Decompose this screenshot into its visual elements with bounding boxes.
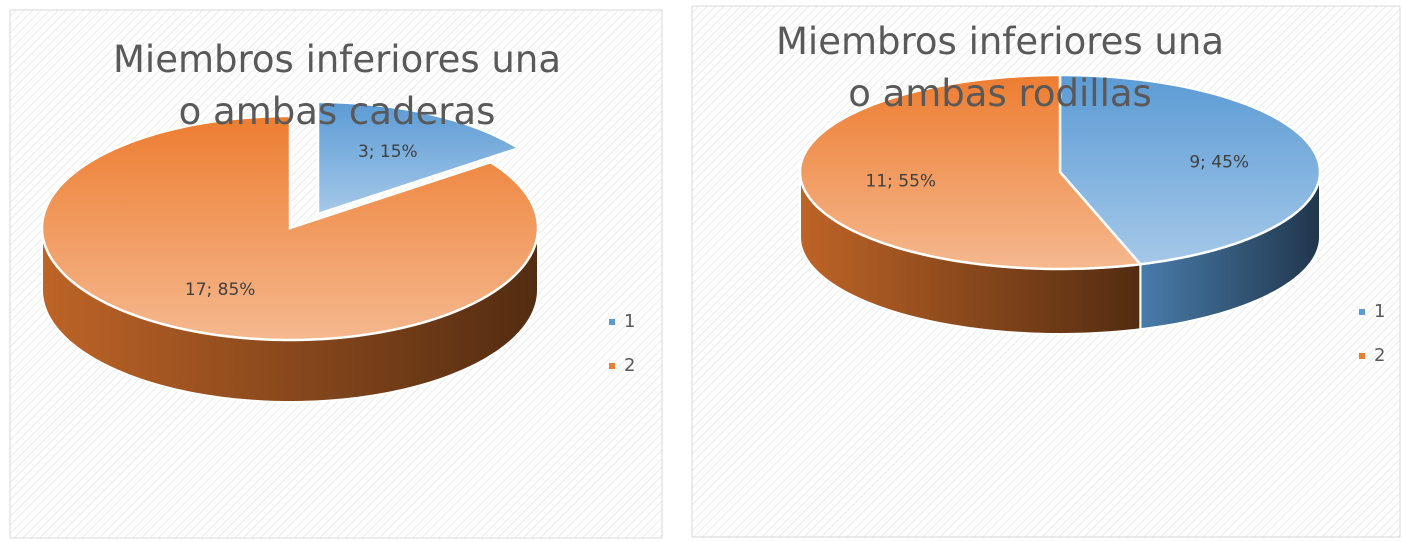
legend-marker <box>609 319 615 325</box>
data-label: 11; 55% <box>866 171 937 191</box>
pie-slice <box>316 100 522 216</box>
data-label: 3; 15% <box>358 142 418 162</box>
chart-title: Miembros inferiores una o ambas caderas <box>113 38 561 133</box>
pie-slice <box>798 73 1143 271</box>
data-label: 9; 45% <box>1189 153 1249 173</box>
data-label: 17; 85% <box>185 280 256 300</box>
chart-title: Miembros inferiores una o ambas rodillas <box>776 20 1224 115</box>
legend-label: 2 <box>1374 345 1385 366</box>
legend-label: 2 <box>624 355 635 376</box>
pie-slice <box>1058 73 1322 266</box>
legend-marker <box>609 363 615 369</box>
legend-marker <box>1359 353 1365 359</box>
legend-label: 1 <box>1374 301 1385 322</box>
pie-slice <box>40 114 540 342</box>
legend-label: 1 <box>624 311 635 332</box>
legend-marker <box>1359 309 1365 315</box>
